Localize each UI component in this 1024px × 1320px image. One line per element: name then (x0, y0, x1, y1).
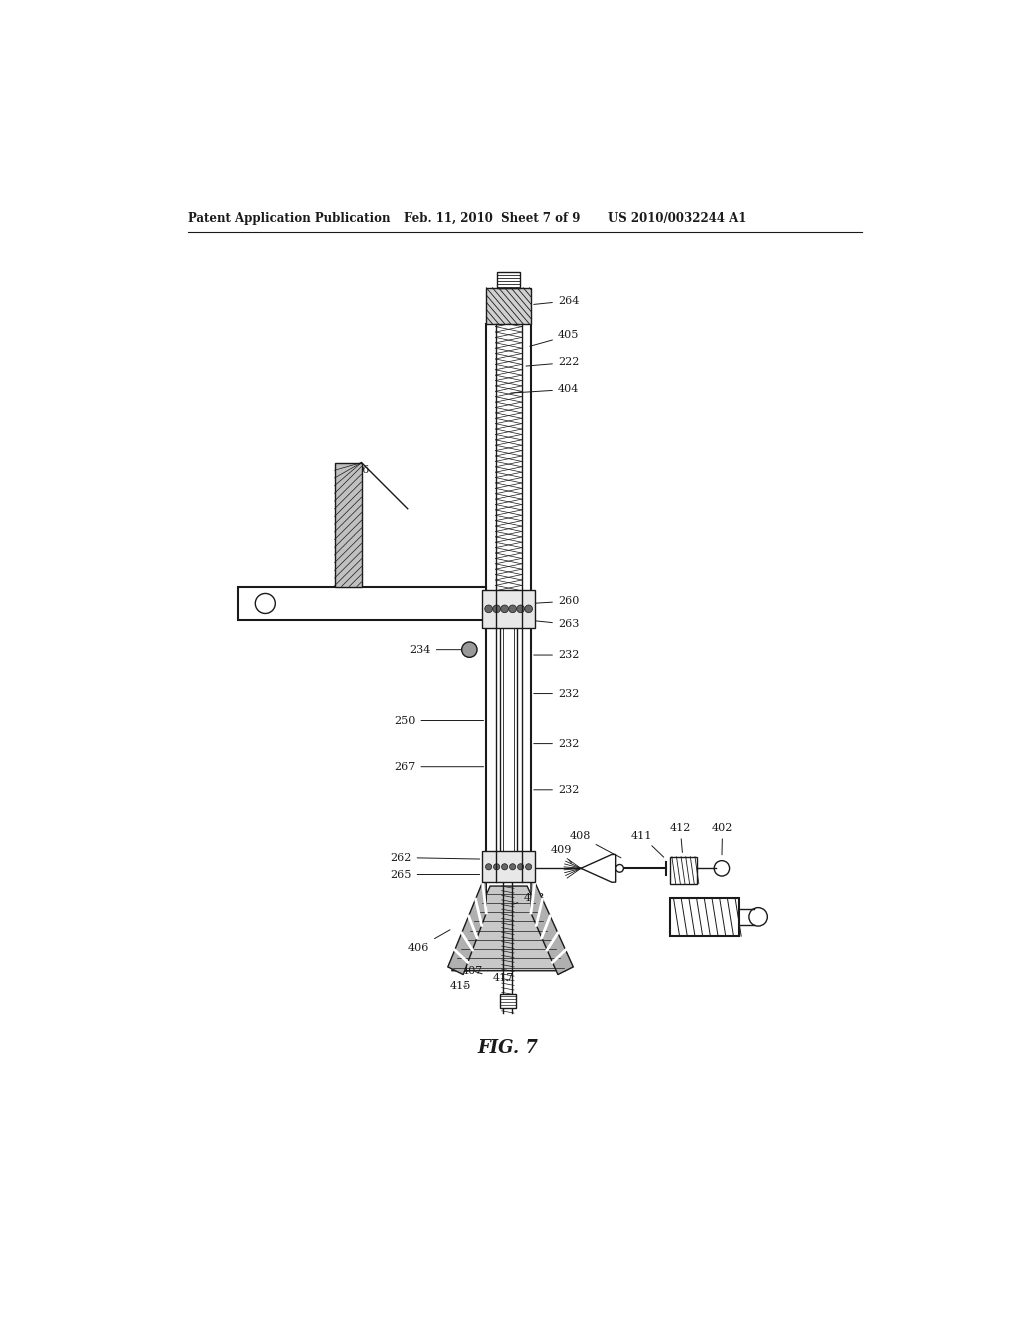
Text: Patent Application Publication: Patent Application Publication (188, 213, 391, 224)
Text: 234: 234 (410, 644, 474, 655)
Circle shape (494, 863, 500, 870)
Text: 264: 264 (534, 296, 580, 306)
Text: 265: 265 (390, 870, 479, 879)
Bar (500, 994, 515, 1007)
Text: FIG. 7: FIG. 7 (477, 1039, 539, 1057)
Bar (670, 857, 696, 884)
Circle shape (462, 642, 477, 657)
Text: 226: 226 (348, 465, 370, 495)
Circle shape (509, 605, 516, 612)
Circle shape (517, 605, 524, 612)
Text: 224: 224 (283, 605, 336, 618)
Text: 260: 260 (534, 597, 580, 606)
Text: 404: 404 (511, 384, 580, 395)
Text: 267: 267 (394, 762, 483, 772)
Text: 407: 407 (462, 966, 483, 975)
Text: 232: 232 (534, 785, 580, 795)
Text: 250: 250 (394, 715, 483, 726)
Circle shape (615, 865, 624, 873)
Text: 409: 409 (550, 845, 571, 863)
Bar (482, 590, 535, 628)
Circle shape (525, 863, 531, 870)
Polygon shape (581, 854, 615, 882)
Text: 412: 412 (670, 824, 691, 853)
Text: Feb. 11, 2010  Sheet 7 of 9: Feb. 11, 2010 Sheet 7 of 9 (403, 213, 581, 224)
Polygon shape (447, 882, 486, 974)
Text: 200: 200 (700, 919, 722, 929)
Circle shape (525, 605, 532, 612)
Text: 405: 405 (529, 330, 580, 346)
Text: 413: 413 (512, 892, 545, 904)
Bar (670, 898, 739, 936)
Circle shape (510, 863, 516, 870)
Bar (482, 851, 535, 882)
Text: 263: 263 (534, 619, 580, 630)
Text: 408: 408 (569, 832, 621, 858)
Polygon shape (452, 886, 565, 970)
Bar (239, 586, 486, 620)
Text: 406: 406 (408, 929, 450, 953)
Bar (486, 288, 531, 323)
Text: 402: 402 (712, 824, 733, 855)
Text: 232: 232 (534, 649, 580, 660)
Circle shape (485, 863, 492, 870)
Text: 232: 232 (534, 739, 580, 748)
Circle shape (502, 863, 508, 870)
Circle shape (484, 605, 493, 612)
Text: 262: 262 (390, 853, 479, 862)
Circle shape (493, 605, 501, 612)
Circle shape (517, 863, 523, 870)
Text: 411: 411 (631, 832, 664, 857)
Polygon shape (531, 882, 573, 974)
Text: 222: 222 (526, 358, 580, 367)
Circle shape (501, 605, 509, 612)
Text: 417: 417 (493, 973, 514, 983)
Text: 415: 415 (451, 981, 471, 991)
Bar (497, 272, 520, 288)
Text: US 2010/0032244 A1: US 2010/0032244 A1 (608, 213, 746, 224)
Text: 232: 232 (534, 689, 580, 698)
Bar (335, 462, 361, 586)
